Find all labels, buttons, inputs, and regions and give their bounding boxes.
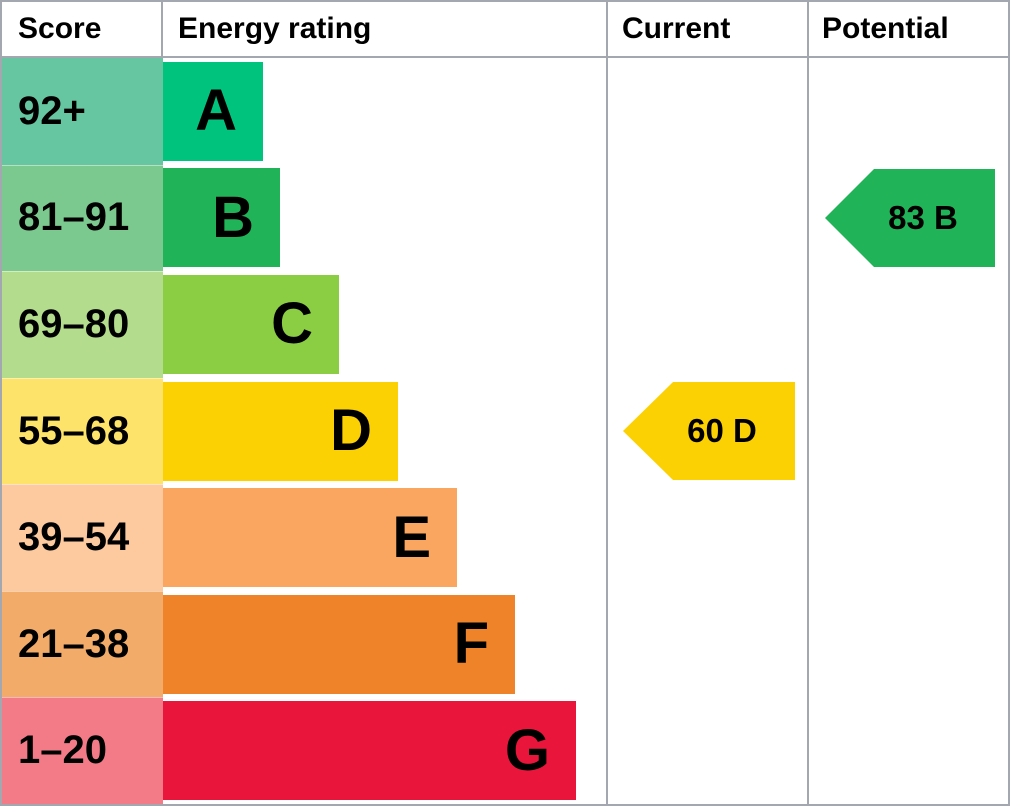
chart-header: Score Energy rating Current Potential <box>2 2 1008 56</box>
band-row-d: 55–68 D <box>2 377 1008 485</box>
band-bar-a: A <box>163 61 263 161</box>
score-range-label-d: 55–68 <box>18 408 130 453</box>
header-score: Score <box>18 12 102 45</box>
score-range-cell-d: 55–68 <box>2 377 163 485</box>
band-row-b: 81–91 B <box>2 164 1008 272</box>
score-range-cell-g: 1–20 <box>2 697 163 804</box>
band-bar-e: E <box>163 488 457 588</box>
current-potential-divider-line <box>807 2 809 804</box>
band-row-a: 92+ A <box>2 58 1008 165</box>
bands-area: 92+ A 81–91 B 69–80 C 55–68 <box>2 58 1008 804</box>
band-letter-c: C <box>271 291 313 357</box>
band-bar-b: B <box>163 168 280 268</box>
band-row-g: 1–20 G <box>2 697 1008 804</box>
band-row-e: 39–54 E <box>2 484 1008 591</box>
score-range-label-c: 69–80 <box>18 301 130 346</box>
score-range-label-g: 1–20 <box>18 728 107 773</box>
band-letter-a: A <box>195 78 237 144</box>
score-range-cell-b: 81–91 <box>2 164 163 272</box>
header-energy-rating: Energy rating <box>178 12 372 45</box>
band-letter-f: F <box>453 611 489 677</box>
band-letter-d: D <box>330 398 372 464</box>
score-range-label-f: 21–38 <box>18 621 130 666</box>
potential-rating-label: 83 B <box>888 199 958 236</box>
potential-rating-arrow: 83 B <box>825 169 995 267</box>
header-divider-line <box>2 56 1008 58</box>
band-bar-g: G <box>163 701 576 801</box>
band-letter-e: E <box>392 504 431 570</box>
band-bar-c: C <box>163 274 339 374</box>
band-bar-f: F <box>163 594 515 694</box>
energy-current-divider-line <box>606 2 608 804</box>
header-current: Current <box>622 12 731 45</box>
current-rating-label: 60 D <box>687 412 757 449</box>
score-range-label-a: 92+ <box>18 88 86 133</box>
score-range-cell-a: 92+ <box>2 58 163 165</box>
score-range-label-e: 39–54 <box>18 515 130 560</box>
band-bar-d: D <box>163 381 398 481</box>
score-range-label-b: 81–91 <box>18 195 130 240</box>
score-range-cell-f: 21–38 <box>2 590 163 698</box>
band-letter-g: G <box>504 717 550 783</box>
band-row-c: 69–80 C <box>2 271 1008 378</box>
score-range-cell-e: 39–54 <box>2 484 163 591</box>
score-energy-divider-line <box>161 2 163 56</box>
band-letter-b: B <box>212 184 254 250</box>
band-row-f: 21–38 F <box>2 590 1008 698</box>
header-potential: Potential <box>822 12 949 45</box>
score-range-cell-c: 69–80 <box>2 271 163 378</box>
